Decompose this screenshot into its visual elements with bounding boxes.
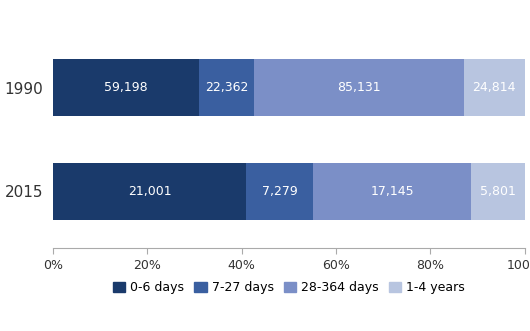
Bar xyxy=(471,163,525,220)
Text: 17,145: 17,145 xyxy=(370,185,414,198)
Text: 7,279: 7,279 xyxy=(262,185,298,198)
Bar xyxy=(246,163,313,220)
Text: 85,131: 85,131 xyxy=(337,81,381,94)
Bar xyxy=(313,163,471,220)
Legend: 0-6 days, 7-27 days, 28-364 days, 1-4 years: 0-6 days, 7-27 days, 28-364 days, 1-4 ye… xyxy=(113,281,465,295)
Text: 59,198: 59,198 xyxy=(104,81,148,94)
Text: 24,814: 24,814 xyxy=(472,81,516,94)
Text: 5,801: 5,801 xyxy=(480,185,516,198)
Bar xyxy=(53,59,199,116)
Text: 22,362: 22,362 xyxy=(205,81,248,94)
Text: 21,001: 21,001 xyxy=(128,185,172,198)
Bar xyxy=(464,59,525,116)
Bar xyxy=(199,59,254,116)
Bar xyxy=(53,163,246,220)
Bar xyxy=(254,59,464,116)
